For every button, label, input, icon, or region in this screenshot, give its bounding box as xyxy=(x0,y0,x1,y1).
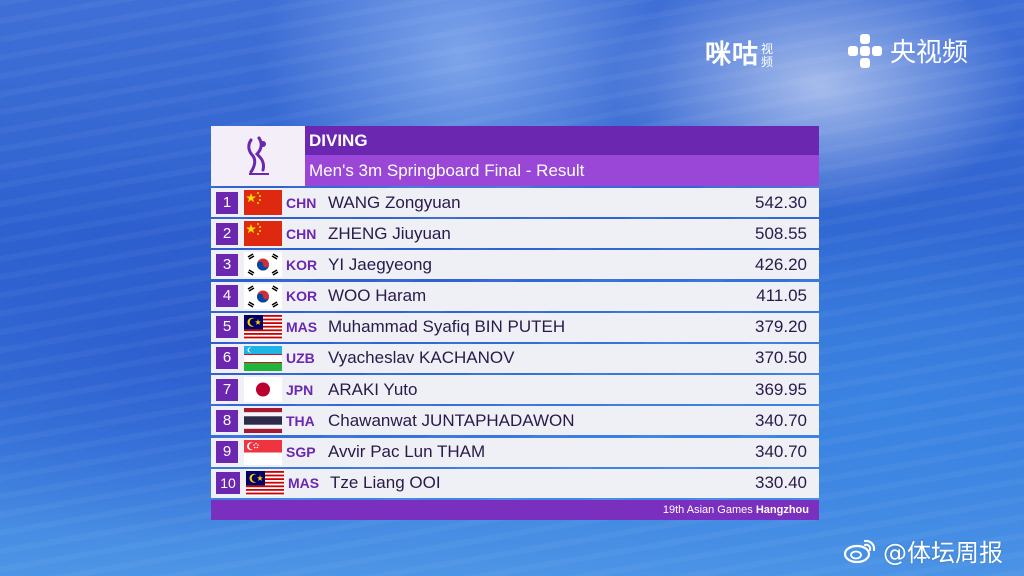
results-board: DIVING Men's 3m Springboard Final - Resu… xyxy=(211,126,819,520)
athlete-score: 330.40 xyxy=(755,473,807,493)
result-row: 6 UZB Vyacheslav KACHANOV 370.50 xyxy=(211,343,819,373)
jpn-flag-icon xyxy=(244,377,282,403)
athlete-score: 426.20 xyxy=(755,254,807,274)
athlete-name: WANG Zongyuan xyxy=(328,192,461,212)
migu-video-logo: 咪咕 视频 xyxy=(705,34,775,71)
mas-flag-icon xyxy=(246,470,284,496)
uzb-flag-icon xyxy=(244,345,282,371)
tha-flag-icon xyxy=(244,408,282,434)
cctv-video-logo: 央视频 xyxy=(848,32,968,69)
migu-logo-subtext: 视频 xyxy=(761,41,775,69)
athlete-score: 370.50 xyxy=(755,348,807,368)
diving-pictogram-icon xyxy=(211,126,305,186)
migu-logo-text: 咪咕 xyxy=(705,40,760,70)
result-row: 9 SGP Avvir Pac Lun THAM 340.70 xyxy=(211,437,819,467)
result-row: 4 KOR WOO Haram 411.05 xyxy=(211,281,819,311)
watermark-text: @体坛周报 xyxy=(883,539,1003,567)
results-header: DIVING Men's 3m Springboard Final - Resu… xyxy=(211,126,819,186)
rank-badge: 4 xyxy=(216,285,238,308)
sport-title: DIVING xyxy=(305,126,819,155)
athlete-score: 411.05 xyxy=(756,286,807,306)
rank-badge: 9 xyxy=(216,441,238,463)
rank-badge: 10 xyxy=(216,472,240,495)
rank-badge: 7 xyxy=(216,378,238,401)
athlete-score: 340.70 xyxy=(755,442,807,461)
result-row: 5 MAS Muhammad Syafiq BIN PUTEH 379.20 xyxy=(211,312,819,342)
event-title: Men's 3m Springboard Final - Result xyxy=(305,155,819,186)
country-code: JPN xyxy=(286,381,314,398)
country-code: MAS xyxy=(288,475,320,492)
rank-badge: 5 xyxy=(216,316,238,339)
rank-badge: 3 xyxy=(216,253,238,276)
rank-badge: 6 xyxy=(216,347,238,370)
rank-badge: 1 xyxy=(216,191,238,214)
athlete-name: ARAKI Yuto xyxy=(328,379,418,399)
athlete-name: Avvir Pac Lun THAM xyxy=(328,442,486,461)
footer-event-name: 19th Asian Games xyxy=(662,503,753,516)
athlete-score: 340.70 xyxy=(755,410,807,430)
footer-city-name: Hangzhou xyxy=(755,503,809,516)
athlete-name: Muhammad Syafiq BIN PUTEH xyxy=(328,317,566,337)
athlete-name: Chawanwat JUNTAPHADAWON xyxy=(328,410,575,430)
athlete-name: Tze Liang OOI xyxy=(330,473,441,493)
results-list: 1 CHN WANG Zongyuan 542.30 2 CHN ZHENG J… xyxy=(211,188,819,498)
chn-flag-icon xyxy=(244,221,282,247)
rank-badge: 8 xyxy=(216,409,238,432)
country-code: SGP xyxy=(286,444,316,460)
chn-flag-icon xyxy=(244,190,282,215)
athlete-score: 542.30 xyxy=(755,192,807,212)
country-code: CHN xyxy=(286,194,317,211)
country-code: THA xyxy=(286,412,315,429)
results-title-block: DIVING Men's 3m Springboard Final - Resu… xyxy=(305,126,819,186)
cctv-logo-text: 央视频 xyxy=(890,38,969,68)
kor-flag-icon xyxy=(244,252,282,278)
athlete-score: 369.95 xyxy=(755,379,807,399)
athlete-name: WOO Haram xyxy=(328,286,427,306)
country-code: MAS xyxy=(286,319,318,336)
kor-flag-icon xyxy=(244,283,282,309)
result-row: 3 KOR YI Jaegyeong 426.20 xyxy=(211,250,819,280)
athlete-score: 379.20 xyxy=(755,317,807,337)
country-code: KOR xyxy=(286,256,318,273)
athlete-name: Vyacheslav KACHANOV xyxy=(328,348,515,368)
result-row: 8 THA Chawanwat JUNTAPHADAWON 340.70 xyxy=(211,406,819,436)
athlete-score: 508.55 xyxy=(755,223,807,243)
weibo-watermark: @体坛周报 xyxy=(843,533,1003,568)
country-code: KOR xyxy=(286,288,318,305)
rank-badge: 2 xyxy=(216,222,238,245)
result-row: 1 CHN WANG Zongyuan 542.30 xyxy=(211,188,819,217)
result-row: 7 JPN ARAKI Yuto 369.95 xyxy=(211,375,819,405)
country-code: UZB xyxy=(286,350,315,367)
athlete-name: YI Jaegyeong xyxy=(328,254,432,274)
results-footer: 19th Asian Games Hangzhou xyxy=(211,499,819,520)
result-row: 2 CHN ZHENG Jiuyuan 508.55 xyxy=(211,219,819,249)
country-code: CHN xyxy=(286,225,317,242)
cctv-mark-icon xyxy=(848,33,882,68)
sgp-flag-icon xyxy=(244,439,282,465)
mas-flag-icon xyxy=(244,314,282,340)
weibo-icon xyxy=(843,539,876,563)
result-row: 10 MAS Tze Liang OOI 330.40 xyxy=(211,468,819,498)
athlete-name: ZHENG Jiuyuan xyxy=(328,223,451,243)
